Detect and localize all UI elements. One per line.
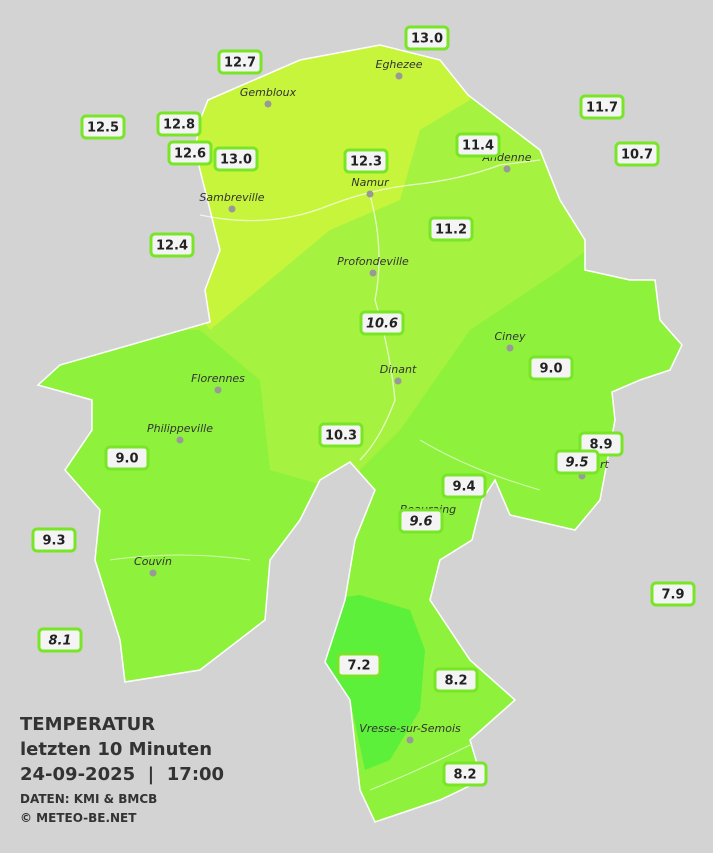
station-value: 8.9 xyxy=(589,438,612,453)
city-dot xyxy=(149,569,157,577)
city-dot xyxy=(228,205,236,213)
station-box xyxy=(433,667,479,693)
city-dot xyxy=(214,386,222,394)
station-value: 9.6 xyxy=(409,515,432,530)
station-value: 12.3 xyxy=(350,155,382,170)
copyright: © METEO-BE.NET xyxy=(20,811,137,825)
station-value: 9.5 xyxy=(565,456,588,471)
station-value: 7.2 xyxy=(347,659,370,674)
station-value: 11.2 xyxy=(435,223,467,238)
station-value: 7.9 xyxy=(661,588,684,603)
zone-warmest xyxy=(190,45,470,330)
station-value: 12.5 xyxy=(87,121,119,136)
station-box xyxy=(336,652,382,678)
station-value: 11.4 xyxy=(462,139,494,154)
station-box xyxy=(149,232,195,258)
city-dot xyxy=(369,269,377,277)
station-value: 13.0 xyxy=(411,32,443,47)
station-value: 12.7 xyxy=(224,56,256,71)
station-value: 11.7 xyxy=(586,101,618,116)
city-label: Dinant xyxy=(380,363,417,376)
city-dot xyxy=(176,436,184,444)
datetime: 24-09-2025 | 17:00 xyxy=(20,764,224,785)
city-dot xyxy=(394,377,402,385)
station-box xyxy=(167,140,213,166)
station-box xyxy=(442,761,488,787)
station-box xyxy=(428,216,474,242)
station-box xyxy=(318,422,364,448)
station-box xyxy=(441,473,487,499)
station-box xyxy=(37,627,83,653)
stations: 13.0 12.7 12.5 12.8 12.6 13.0 12.3 11.4 11.7 10.7… xyxy=(31,25,696,787)
city-label: Vresse-sur-Semois xyxy=(359,722,461,735)
station-value: 10.3 xyxy=(325,429,357,444)
city-dot xyxy=(406,736,414,744)
station-value: 12.6 xyxy=(174,147,206,162)
city-label: Ciney xyxy=(495,330,526,343)
city-label: Eghezee xyxy=(376,58,423,71)
city-label: Profondeville xyxy=(337,255,409,268)
station-value: 9.4 xyxy=(452,480,475,495)
station-box xyxy=(614,141,660,167)
station-value: 8.2 xyxy=(453,768,476,783)
subtitle: letzten 10 Minuten xyxy=(20,739,212,760)
station-box xyxy=(104,445,150,471)
station-box xyxy=(398,508,444,534)
city-label: Philippeville xyxy=(147,422,213,435)
station-box xyxy=(156,111,202,137)
station-box xyxy=(528,355,574,381)
river xyxy=(359,194,396,461)
city-label: Sambreville xyxy=(199,191,264,204)
station-value: 12.4 xyxy=(156,239,188,254)
station-box xyxy=(579,94,625,120)
city-label: Gembloux xyxy=(240,86,297,99)
station-value: 12.8 xyxy=(163,118,195,133)
station-box xyxy=(217,49,263,75)
city-dot xyxy=(506,344,514,352)
source: DATEN: KMI & BMCB xyxy=(20,792,157,806)
river xyxy=(109,439,541,791)
station-box xyxy=(31,527,77,553)
city-label: Couvin xyxy=(134,555,172,568)
station-value: 10.7 xyxy=(621,148,653,163)
city-dot xyxy=(503,165,511,173)
city-dot xyxy=(395,72,403,80)
station-value: 8.1 xyxy=(48,634,71,649)
station-value: 9.3 xyxy=(42,534,65,549)
title: TEMPERATUR xyxy=(20,714,155,735)
city-dot xyxy=(366,190,374,198)
city-label: Florennes xyxy=(191,372,245,385)
station-box xyxy=(404,25,450,51)
station-value: 13.0 xyxy=(220,153,252,168)
station-box xyxy=(455,132,501,158)
city-dot xyxy=(264,100,272,108)
station-box xyxy=(650,581,696,607)
station-box xyxy=(554,449,600,475)
station-value: 8.2 xyxy=(444,674,467,689)
station-box xyxy=(80,114,126,140)
station-box xyxy=(343,148,389,174)
city-label: Namur xyxy=(351,176,390,189)
station-box xyxy=(213,146,259,172)
station-box xyxy=(359,310,405,336)
station-value: 10.6 xyxy=(366,317,398,332)
zone-cool xyxy=(320,595,425,770)
station-value: 9.0 xyxy=(115,452,138,467)
river xyxy=(199,159,541,222)
station-value: 9.0 xyxy=(539,362,562,377)
